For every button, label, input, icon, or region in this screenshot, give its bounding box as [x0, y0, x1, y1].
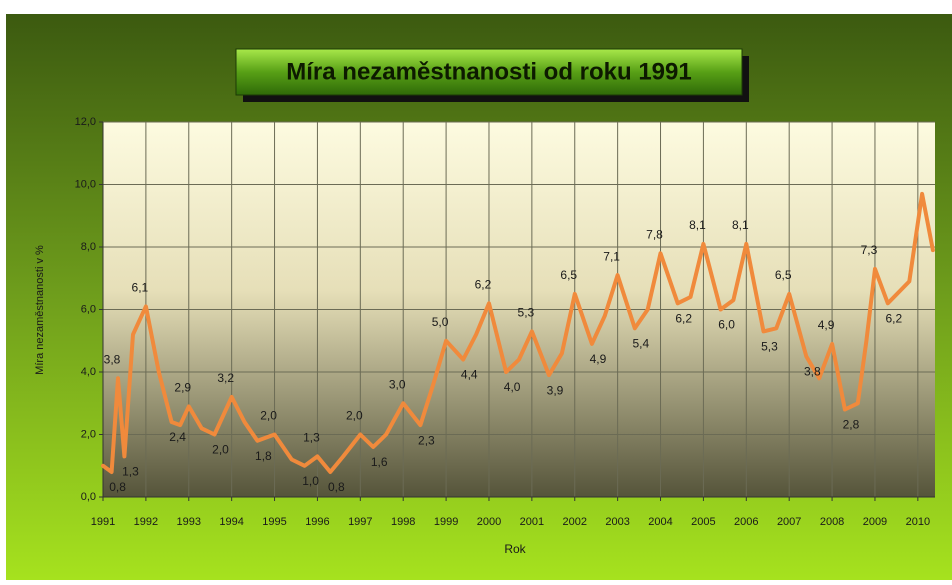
- x-tick-label: 2006: [734, 516, 758, 528]
- y-axis-label: Míra nezaměstnanosti v %: [34, 245, 46, 375]
- data-label: 2,8: [843, 418, 860, 432]
- data-label: 1,3: [122, 465, 139, 479]
- data-label: 2,0: [260, 409, 277, 423]
- data-label: 2,0: [346, 409, 363, 423]
- y-tick-label: 10,0: [75, 178, 96, 190]
- data-label: 4,4: [461, 368, 478, 382]
- data-label: 5,0: [432, 315, 449, 329]
- data-label: 7,1: [603, 249, 620, 263]
- data-label: 1,6: [371, 455, 388, 469]
- x-tick-label: 1993: [177, 516, 201, 528]
- data-label: 2,4: [169, 430, 186, 444]
- y-tick-label: 12,0: [75, 116, 96, 128]
- y-tick-label: 0,0: [81, 491, 96, 503]
- data-label: 4,9: [818, 318, 835, 332]
- data-label: 6,2: [885, 311, 902, 325]
- data-label: 3,8: [104, 352, 121, 366]
- x-tick-label: 2003: [605, 516, 629, 528]
- data-label: 4,9: [590, 352, 607, 366]
- x-tick-label: 1992: [134, 516, 158, 528]
- data-label: 1,3: [303, 431, 320, 445]
- x-tick-label: 2010: [906, 516, 930, 528]
- data-label: 7,8: [646, 227, 663, 241]
- data-label: 2,0: [212, 443, 229, 457]
- data-label: 6,5: [775, 268, 792, 282]
- data-label: 7,3: [861, 243, 878, 257]
- x-tick-label: 2008: [820, 516, 844, 528]
- data-label: 6,2: [475, 277, 492, 291]
- y-tick-label: 2,0: [81, 428, 96, 440]
- data-label: 5,4: [632, 336, 649, 350]
- data-label: 6,5: [560, 268, 577, 282]
- data-label: 3,2: [217, 371, 234, 385]
- title-box: [235, 48, 743, 96]
- x-tick-label: 1996: [305, 516, 329, 528]
- data-label: 8,1: [732, 218, 749, 232]
- data-label: 4,0: [504, 380, 521, 394]
- data-label: 3,9: [547, 383, 564, 397]
- data-label: 5,3: [518, 306, 535, 320]
- x-tick-label: 2001: [520, 516, 544, 528]
- data-label: 5,3: [761, 340, 778, 354]
- data-label: 1,8: [255, 449, 272, 463]
- x-tick-label: 2004: [648, 516, 672, 528]
- y-tick-label: 8,0: [81, 241, 96, 253]
- data-line: [101, 191, 935, 474]
- x-tick-label: 2009: [863, 516, 887, 528]
- x-tick-label: 1995: [262, 516, 286, 528]
- data-label: 0,8: [109, 480, 126, 494]
- x-tick-label: 1997: [348, 516, 372, 528]
- x-tick-label: 1999: [434, 516, 458, 528]
- data-label: 2,9: [174, 381, 191, 395]
- data-label: 1,0: [302, 474, 319, 488]
- data-label: 3,0: [389, 377, 406, 391]
- x-tick-label: 2002: [563, 516, 587, 528]
- data-label: 0,8: [328, 480, 345, 494]
- x-tick-label: 1994: [219, 516, 243, 528]
- data-label: 3,8: [804, 365, 821, 379]
- y-tick-label: 6,0: [81, 303, 96, 315]
- data-label: 8,1: [689, 218, 706, 232]
- data-label: 6,1: [132, 281, 149, 295]
- x-tick-label: 1991: [91, 516, 115, 528]
- data-label: 2,3: [418, 433, 435, 447]
- chart-title: Míra nezaměstnanosti od roku 1991: [286, 58, 691, 85]
- x-tick-label: 2000: [477, 516, 501, 528]
- x-axis-label: Rok: [504, 542, 526, 556]
- y-tick-label: 4,0: [81, 366, 96, 378]
- x-tick-label: 2007: [777, 516, 801, 528]
- data-label: 6,0: [718, 318, 735, 332]
- x-tick-label: 1998: [391, 516, 415, 528]
- data-label: 6,2: [675, 311, 692, 325]
- x-tick-label: 2005: [691, 516, 715, 528]
